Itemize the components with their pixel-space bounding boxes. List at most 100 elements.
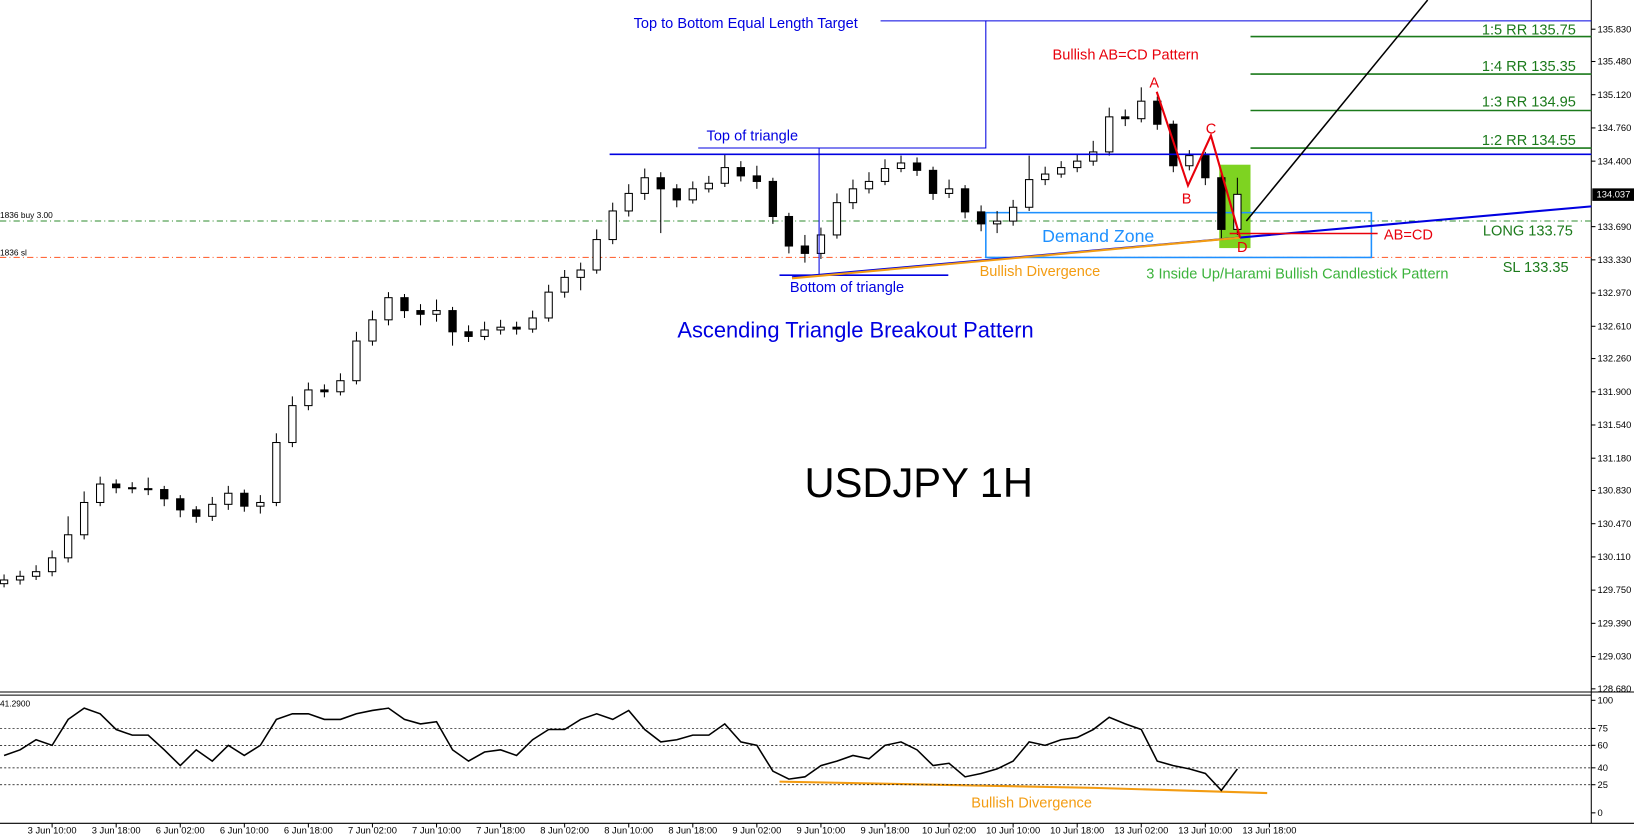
candle-body <box>640 177 649 194</box>
x-tick-label: 13 Jun 02:00 <box>1114 826 1168 836</box>
candle-body <box>560 276 569 293</box>
candle-body <box>1217 177 1226 230</box>
candle-body <box>688 188 697 201</box>
rsi-tick-label: 0 <box>1598 808 1603 818</box>
candle-body <box>704 182 713 190</box>
candle-body <box>880 167 890 182</box>
candle-body <box>1121 116 1130 120</box>
order-label: 1836 sl <box>0 247 27 257</box>
candle-body <box>784 215 794 247</box>
candle-body <box>608 210 617 241</box>
candle-body <box>288 405 297 444</box>
candle-body <box>416 310 425 315</box>
candle-body <box>736 167 746 177</box>
candles <box>0 87 1242 588</box>
x-tick-label: 13 Jun 18:00 <box>1242 826 1296 836</box>
y-tick-label: 134.400 <box>1598 156 1632 166</box>
divergence-line <box>791 236 1241 280</box>
candle-body <box>896 162 906 170</box>
candle-body <box>400 297 409 312</box>
candle-body <box>864 180 874 190</box>
candle-body <box>144 488 153 491</box>
candle-body <box>816 234 826 254</box>
candle-body <box>480 329 489 337</box>
candle-body <box>384 297 393 321</box>
y-tick-label: 135.480 <box>1598 57 1632 67</box>
annotation: Bottom of triangle <box>790 280 904 296</box>
annotation: 3 Inside Up/Harami Bullish Candlestick P… <box>1146 266 1448 282</box>
x-tick-label: 9 Jun 02:00 <box>732 826 781 836</box>
candle-body <box>272 441 281 504</box>
candle-body <box>1105 116 1114 153</box>
candle-body <box>15 575 25 581</box>
annotation: B <box>1182 191 1192 207</box>
annotation: 1:3 RR 134.95 <box>1482 94 1576 110</box>
candle-body <box>512 326 521 330</box>
y-tick-label: 131.180 <box>1598 453 1632 463</box>
candle-body <box>752 175 762 182</box>
annotation: D <box>1237 240 1248 256</box>
candle-body <box>1089 151 1098 162</box>
x-tick-label: 6 Jun 10:00 <box>220 826 269 836</box>
x-tick-label: 7 Jun 18:00 <box>476 826 525 836</box>
rsi-tick-label: 40 <box>1598 763 1608 773</box>
annotation: AB=CD <box>1384 228 1433 244</box>
candle-body <box>464 331 473 337</box>
y-tick-label: 135.120 <box>1598 90 1632 100</box>
rsi-tick-label: 100 <box>1598 695 1614 705</box>
candle-body <box>79 501 89 536</box>
candle-body <box>1169 123 1178 167</box>
annotation: 1:4 RR 135.35 <box>1482 59 1576 75</box>
annotation: Top to Bottom Equal Length Target <box>634 16 858 32</box>
x-tick-label: 8 Jun 18:00 <box>668 826 717 836</box>
annotation: Bullish AB=CD Pattern <box>1053 47 1199 63</box>
x-tick-label: 13 Jun 10:00 <box>1178 826 1232 836</box>
candle-body <box>672 188 681 201</box>
candle-body <box>960 188 970 213</box>
candle-body <box>1040 173 1050 181</box>
annotation: Top of triangle <box>707 129 799 145</box>
candle-body <box>1153 100 1162 125</box>
x-tick-label: 7 Jun 10:00 <box>412 826 461 836</box>
candle-body <box>976 211 986 225</box>
candle-body <box>304 389 313 407</box>
candle-body <box>224 492 233 505</box>
y-tick-label: 128.680 <box>1598 684 1632 694</box>
y-tick-label: 135.830 <box>1598 24 1632 34</box>
projection-arrow <box>1245 0 1429 222</box>
candle-body <box>992 220 1002 225</box>
y-tick-label: 131.540 <box>1598 420 1632 430</box>
candle-body <box>912 162 922 171</box>
candle-body <box>160 489 169 500</box>
candle-body <box>31 571 41 577</box>
x-tick-label: 10 Jun 02:00 <box>922 826 976 836</box>
annotation: Demand Zone <box>1042 226 1154 246</box>
candle-body <box>768 180 778 218</box>
candle-body <box>0 579 9 585</box>
y-tick-label: 129.390 <box>1598 618 1632 628</box>
candle-body <box>1137 100 1146 120</box>
candle-body <box>944 188 954 194</box>
current-price-label: 134.037 <box>1596 190 1630 200</box>
x-tick-label: 10 Jun 18:00 <box>1050 826 1104 836</box>
x-tick-label: 9 Jun 18:00 <box>861 826 910 836</box>
x-tick-label: 8 Jun 02:00 <box>540 826 589 836</box>
candle-body <box>832 202 842 236</box>
rsi-tick-label: 25 <box>1598 780 1608 790</box>
x-tick-label: 9 Jun 10:00 <box>796 826 845 836</box>
candle-body <box>112 483 121 489</box>
current-price-box <box>1592 188 1634 201</box>
x-tick-label: 6 Jun 02:00 <box>156 826 205 836</box>
candle-body <box>848 188 858 204</box>
demand-zone <box>985 211 1373 259</box>
annotation: LONG 133.75 <box>1483 224 1573 240</box>
annotation: Bullish Divergence <box>971 796 1092 812</box>
annotation: A <box>1149 76 1159 92</box>
order-label: 1836 buy 3.00 <box>0 210 53 220</box>
y-tick-label: 133.690 <box>1598 222 1632 232</box>
candle-body <box>1233 193 1242 230</box>
annotation: 1:2 RR 134.55 <box>1482 133 1576 149</box>
candle-body <box>592 239 601 271</box>
rsi-label: 41.2900 <box>0 699 30 709</box>
x-tick-label: 10 Jun 10:00 <box>986 826 1040 836</box>
